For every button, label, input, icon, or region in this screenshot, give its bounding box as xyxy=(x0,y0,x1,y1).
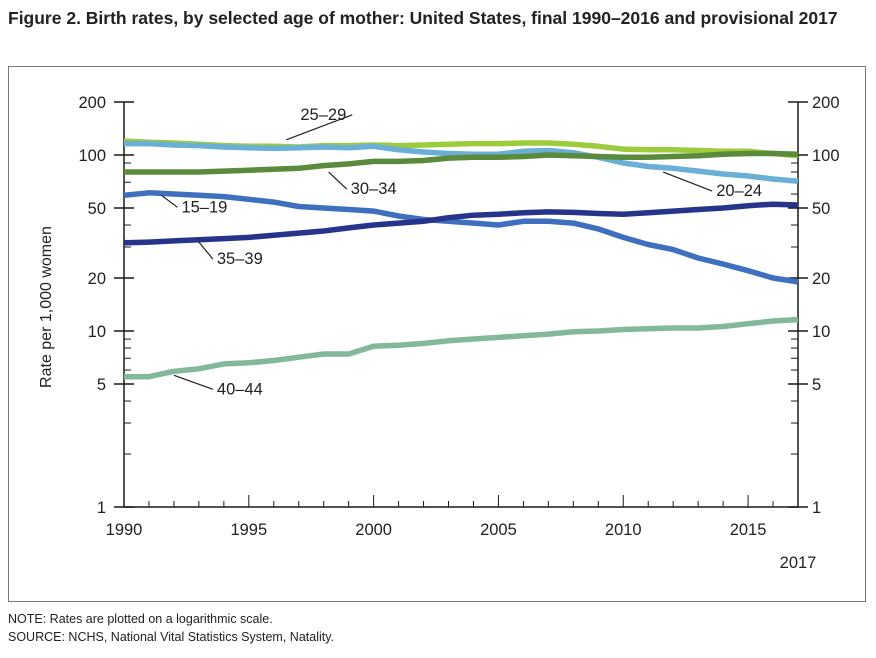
y-tick-label-right: 100 xyxy=(812,147,840,165)
series-line-30–34 xyxy=(124,150,799,175)
y-tick-label-left: 1 xyxy=(97,499,106,517)
y-tick-label-right: 50 xyxy=(812,200,830,218)
x-tick-label: 1995 xyxy=(230,521,267,539)
x-tick-label: 2000 xyxy=(355,521,392,539)
series-label-leader xyxy=(286,114,353,141)
series-label-30–34: 30–34 xyxy=(351,180,397,198)
y-tick-label-right: 20 xyxy=(812,270,830,288)
series-label-leader xyxy=(161,194,178,208)
series-label-leader xyxy=(662,171,713,192)
y-axis-label: Rate per 1,000 women xyxy=(38,226,55,388)
series-line-15–19 xyxy=(123,190,799,285)
series-line-20–24 xyxy=(124,140,799,184)
series-label-15–19: 15–19 xyxy=(181,198,227,216)
series-labels: 25–29 20–24 30–34 15–19 35–39 40–44 xyxy=(161,106,762,398)
x-tick-label: 2015 xyxy=(730,521,767,539)
x-tick-label: 1990 xyxy=(106,521,143,539)
y-tick-label-right: 5 xyxy=(812,376,821,394)
series-label-35–39: 35–39 xyxy=(217,250,263,268)
y-tick-label-right: 200 xyxy=(812,94,840,112)
figure-title: Figure 2. Birth rates, by selected age o… xyxy=(8,8,838,28)
x-tick-label: 2010 xyxy=(605,521,642,539)
series-lines xyxy=(123,138,799,380)
series-label-40–44: 40–44 xyxy=(217,380,263,398)
y-tick-label-left: 50 xyxy=(88,200,106,218)
y-tick-label-left: 100 xyxy=(78,147,106,165)
series-line-35–39 xyxy=(123,201,799,246)
y-tick-label-left: 20 xyxy=(88,270,106,288)
y-tick-label-left: 200 xyxy=(78,94,106,112)
y-tick-label-right: 10 xyxy=(812,323,830,341)
series-label-leader xyxy=(198,241,214,260)
chart-frame: 1 1 5 5 10 10 20 20 50 50 100 100 200 200 1990 1995 2000… xyxy=(8,66,866,602)
axes: 1 1 5 5 10 10 20 20 50 50 100 100 200 200 1990 1995 2000… xyxy=(78,94,839,572)
y-tick-label-left: 5 xyxy=(97,376,106,394)
y-tick-label-right: 1 xyxy=(812,499,821,517)
birth-rate-chart: 1 1 5 5 10 10 20 20 50 50 100 100 200 200 1990 1995 2000… xyxy=(38,94,840,572)
y-tick-label-left: 10 xyxy=(88,323,106,341)
x-tick-label: 2005 xyxy=(480,521,517,539)
series-label-leader xyxy=(328,171,348,190)
series-label-25–29: 25–29 xyxy=(300,106,346,124)
series-label-20–24: 20–24 xyxy=(716,182,762,200)
series-line-40–44 xyxy=(124,316,799,380)
x-tick-label-2017: 2017 xyxy=(780,554,817,572)
series-label-leader xyxy=(173,374,214,390)
footnote-source: SOURCE: NCHS, National Vital Statistics … xyxy=(8,630,335,644)
footnote-note: NOTE: Rates are plotted on a logarithmic… xyxy=(8,612,273,626)
